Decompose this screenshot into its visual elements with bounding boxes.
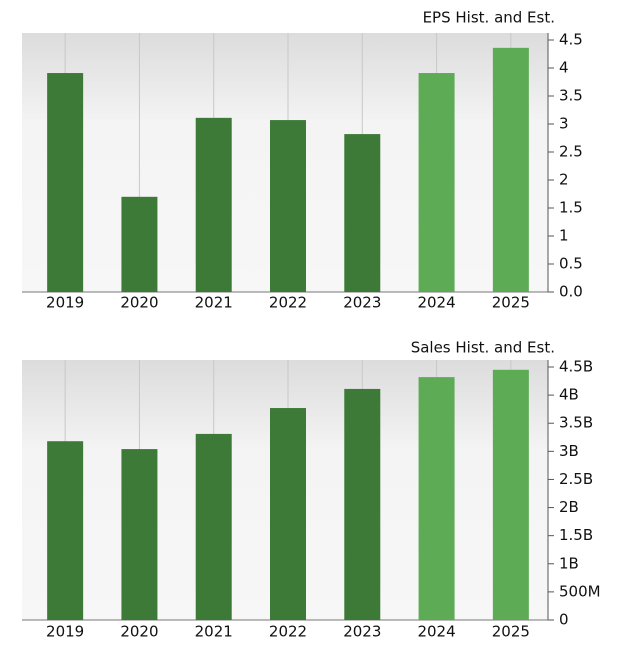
bar bbox=[492, 369, 529, 620]
y-tick-label: 4.5B bbox=[559, 358, 593, 376]
x-tick-label: 2024 bbox=[417, 294, 455, 312]
bar bbox=[270, 408, 306, 620]
bar bbox=[47, 73, 84, 292]
y-tick-label: 1.5B bbox=[559, 526, 593, 544]
y-tick-label: 3.5B bbox=[559, 414, 593, 432]
x-tick-label: 2025 bbox=[492, 623, 530, 641]
y-tick-label: 0.0 bbox=[559, 283, 583, 301]
x-tick-label: 2025 bbox=[492, 294, 530, 312]
y-tick-label: 0 bbox=[559, 611, 569, 629]
bar bbox=[195, 117, 232, 292]
x-tick-label: 2022 bbox=[269, 623, 307, 641]
bar bbox=[270, 120, 306, 292]
chart-title: Sales Hist. and Est. bbox=[411, 339, 555, 357]
bar bbox=[121, 196, 158, 292]
y-tick-label: 2.5 bbox=[559, 143, 583, 161]
y-tick-label: 1B bbox=[559, 554, 579, 572]
x-tick-label: 2023 bbox=[343, 294, 381, 312]
x-tick-label: 2021 bbox=[195, 294, 233, 312]
bar bbox=[344, 388, 381, 620]
x-tick-label: 2020 bbox=[120, 623, 158, 641]
bar bbox=[492, 47, 529, 293]
x-tick-label: 2023 bbox=[343, 623, 381, 641]
y-tick-label: 1.5 bbox=[559, 199, 583, 217]
chart-title: EPS Hist. and Est. bbox=[423, 9, 555, 27]
y-tick-label: 2B bbox=[559, 498, 579, 516]
bar bbox=[47, 441, 84, 620]
y-tick-label: 4.5 bbox=[559, 31, 583, 49]
y-tick-label: 3B bbox=[559, 442, 579, 460]
y-tick-label: 4 bbox=[559, 59, 569, 77]
x-tick-label: 2024 bbox=[417, 623, 455, 641]
y-tick-label: 2.5B bbox=[559, 470, 593, 488]
x-tick-label: 2022 bbox=[269, 294, 307, 312]
x-tick-label: 2020 bbox=[120, 294, 158, 312]
y-tick-label: 0.5 bbox=[559, 255, 583, 273]
y-tick-label: 1 bbox=[559, 227, 569, 245]
x-tick-label: 2019 bbox=[46, 294, 84, 312]
y-tick-label: 500M bbox=[559, 582, 601, 600]
bar bbox=[418, 73, 455, 292]
y-tick-label: 2 bbox=[559, 171, 569, 189]
bar bbox=[418, 377, 455, 620]
y-tick-label: 3 bbox=[559, 115, 569, 133]
x-tick-label: 2021 bbox=[195, 623, 233, 641]
x-tick-label: 2019 bbox=[46, 623, 84, 641]
y-tick-label: 4B bbox=[559, 386, 579, 404]
bar bbox=[195, 433, 232, 620]
y-tick-label: 3.5 bbox=[559, 87, 583, 105]
bar bbox=[121, 449, 158, 620]
bar bbox=[344, 134, 381, 292]
